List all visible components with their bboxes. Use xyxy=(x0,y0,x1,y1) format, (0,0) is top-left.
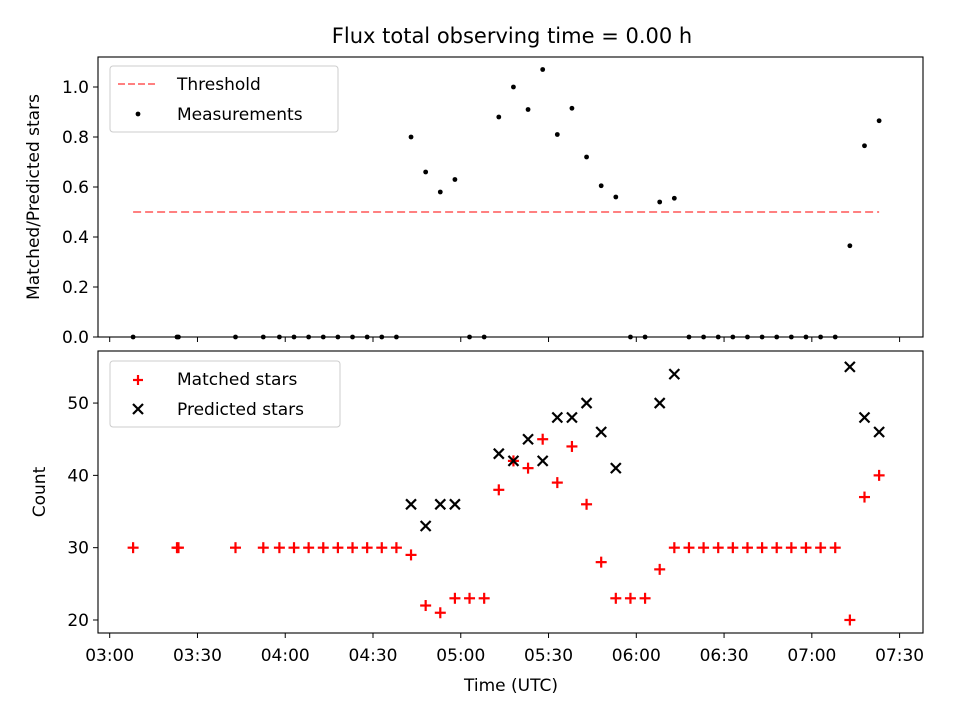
measurement-point xyxy=(423,170,428,175)
measurement-point xyxy=(570,106,575,111)
bottom-y-tick-label: 50 xyxy=(67,394,89,414)
matched-stars-legend-label: Matched stars xyxy=(177,370,297,390)
measurement-point xyxy=(526,107,531,112)
bottom-legend: Matched stars Predicted stars xyxy=(110,361,340,427)
bottom-y-tick-label: 40 xyxy=(67,466,89,486)
measurement-point xyxy=(877,118,882,123)
threshold-legend-label: Threshold xyxy=(176,75,261,95)
measurements-legend-marker xyxy=(136,112,141,117)
measurement-point xyxy=(657,200,662,205)
measurement-point xyxy=(438,190,443,195)
bottom-x-tick-label: 05:00 xyxy=(436,646,485,666)
measurement-point xyxy=(847,243,852,248)
measurement-point xyxy=(540,67,545,72)
bottom-y-tick-label: 30 xyxy=(67,539,89,559)
top-y-axis-label: Matched/Predicted stars xyxy=(24,94,44,300)
top-y-tick-label: 0.6 xyxy=(62,178,89,198)
bottom-x-tick-label: 06:30 xyxy=(700,646,749,666)
top-y-tick-label: 1.0 xyxy=(62,78,89,98)
top-y-tick-label: 0.4 xyxy=(62,228,89,248)
bottom-x-tick-label: 03:30 xyxy=(173,646,222,666)
bottom-x-tick-label: 05:30 xyxy=(524,646,573,666)
top-legend: Threshold Measurements xyxy=(110,66,338,132)
bottom-x-tick-label: 03:00 xyxy=(85,646,134,666)
measurement-point xyxy=(613,195,618,200)
top-y-tick-label: 0.8 xyxy=(62,128,89,148)
figure-canvas: Flux total observing time = 0.00 h 0.0 0.… xyxy=(0,0,960,720)
measurement-point xyxy=(409,135,414,140)
measurements-legend-label: Measurements xyxy=(177,105,303,125)
top-y-tick-label: 0.0 xyxy=(62,328,89,348)
bottom-x-tick-label: 06:00 xyxy=(612,646,661,666)
measurement-point xyxy=(862,143,867,148)
bottom-x-tick-label: 07:00 xyxy=(787,646,836,666)
x-axis-label: Time (UTC) xyxy=(463,676,558,696)
measurement-point xyxy=(584,155,589,160)
bottom-x-tick-label: 04:00 xyxy=(261,646,310,666)
measurement-point xyxy=(453,177,458,182)
measurement-point xyxy=(511,85,516,90)
measurement-point xyxy=(672,196,677,201)
measurement-point xyxy=(599,183,604,188)
bottom-x-tick-label: 04:30 xyxy=(349,646,398,666)
measurement-point xyxy=(555,132,560,137)
bottom-y-tick-label: 20 xyxy=(67,611,89,631)
measurement-point xyxy=(496,115,501,120)
top-y-tick-label: 0.2 xyxy=(62,278,89,298)
bottom-y-axis-label: Count xyxy=(30,466,50,517)
figure-title: Flux total observing time = 0.00 h xyxy=(332,24,692,48)
predicted-stars-legend-label: Predicted stars xyxy=(177,400,304,420)
bottom-x-tick-label: 07:30 xyxy=(875,646,924,666)
